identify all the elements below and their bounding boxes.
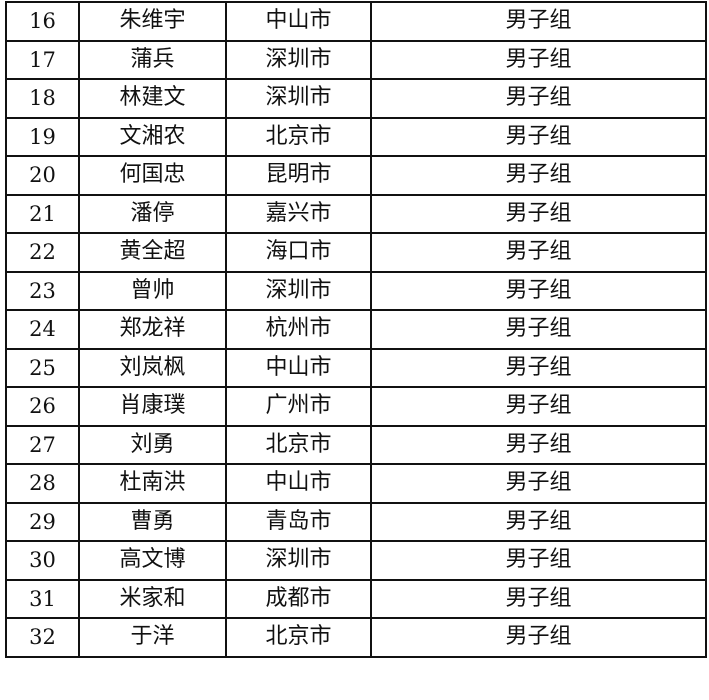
city-cell: 北京市 [225, 424, 372, 465]
group-cell: 男子组 [370, 155, 707, 196]
group-cell: 男子组 [370, 1, 707, 42]
number-cell: 27 [5, 424, 80, 465]
city-cell: 深圳市 [225, 540, 372, 581]
group-cell: 男子组 [370, 501, 707, 542]
table-row: 18 林建文 深圳市 男子组 [5, 78, 707, 119]
group-cell: 男子组 [370, 617, 707, 658]
group-cell: 男子组 [370, 116, 707, 157]
table-row: 31 米家和 成都市 男子组 [5, 578, 707, 619]
group-cell: 男子组 [370, 232, 707, 273]
number-cell: 17 [5, 39, 80, 80]
city-cell: 成都市 [225, 578, 372, 619]
name-cell: 曹勇 [78, 501, 227, 542]
number-cell: 30 [5, 540, 80, 581]
number-cell: 25 [5, 347, 80, 388]
city-cell: 中山市 [225, 347, 372, 388]
name-cell: 郑龙祥 [78, 309, 227, 350]
table-row: 26 肖康璞 广州市 男子组 [5, 386, 707, 427]
table-row: 30 高文博 深圳市 男子组 [5, 540, 707, 581]
city-cell: 深圳市 [225, 270, 372, 311]
number-cell: 31 [5, 578, 80, 619]
table-row: 29 曹勇 青岛市 男子组 [5, 501, 707, 542]
table-body: 16 朱维宇 中山市 男子组 17 蒲兵 深圳市 男子组 18 林建文 深圳市 男子组 19 文湘农 北京市… [5, 1, 707, 658]
group-cell: 男子组 [370, 270, 707, 311]
group-cell: 男子组 [370, 540, 707, 581]
name-cell: 高文博 [78, 540, 227, 581]
group-cell: 男子组 [370, 578, 707, 619]
city-cell: 嘉兴市 [225, 193, 372, 234]
number-cell: 21 [5, 193, 80, 234]
number-cell: 20 [5, 155, 80, 196]
name-cell: 刘岚枫 [78, 347, 227, 388]
table-row: 17 蒲兵 深圳市 男子组 [5, 39, 707, 80]
name-cell: 何国忠 [78, 155, 227, 196]
name-cell: 黄全超 [78, 232, 227, 273]
number-cell: 28 [5, 463, 80, 504]
name-cell: 朱维宇 [78, 1, 227, 42]
participant-table: 16 朱维宇 中山市 男子组 17 蒲兵 深圳市 男子组 18 林建文 深圳市 男子组 19 文湘农 北京市… [5, 1, 707, 658]
city-cell: 广州市 [225, 386, 372, 427]
name-cell: 肖康璞 [78, 386, 227, 427]
number-cell: 29 [5, 501, 80, 542]
name-cell: 刘勇 [78, 424, 227, 465]
name-cell: 曾帅 [78, 270, 227, 311]
table-row: 27 刘勇 北京市 男子组 [5, 424, 707, 465]
name-cell: 林建文 [78, 78, 227, 119]
table-row: 23 曾帅 深圳市 男子组 [5, 270, 707, 311]
name-cell: 杜南洪 [78, 463, 227, 504]
table-row: 28 杜南洪 中山市 男子组 [5, 463, 707, 504]
number-cell: 19 [5, 116, 80, 157]
table-row: 22 黄全超 海口市 男子组 [5, 232, 707, 273]
city-cell: 深圳市 [225, 78, 372, 119]
name-cell: 于洋 [78, 617, 227, 658]
group-cell: 男子组 [370, 39, 707, 80]
name-cell: 蒲兵 [78, 39, 227, 80]
group-cell: 男子组 [370, 309, 707, 350]
city-cell: 深圳市 [225, 39, 372, 80]
group-cell: 男子组 [370, 193, 707, 234]
name-cell: 文湘农 [78, 116, 227, 157]
number-cell: 32 [5, 617, 80, 658]
city-cell: 中山市 [225, 463, 372, 504]
group-cell: 男子组 [370, 386, 707, 427]
city-cell: 海口市 [225, 232, 372, 273]
name-cell: 米家和 [78, 578, 227, 619]
number-cell: 26 [5, 386, 80, 427]
group-cell: 男子组 [370, 347, 707, 388]
group-cell: 男子组 [370, 78, 707, 119]
group-cell: 男子组 [370, 463, 707, 504]
number-cell: 16 [5, 1, 80, 42]
city-cell: 北京市 [225, 116, 372, 157]
city-cell: 北京市 [225, 617, 372, 658]
table-row: 16 朱维宇 中山市 男子组 [5, 1, 707, 42]
table-row: 32 于洋 北京市 男子组 [5, 617, 707, 658]
city-cell: 青岛市 [225, 501, 372, 542]
table-row: 19 文湘农 北京市 男子组 [5, 116, 707, 157]
number-cell: 18 [5, 78, 80, 119]
city-cell: 杭州市 [225, 309, 372, 350]
group-cell: 男子组 [370, 424, 707, 465]
city-cell: 中山市 [225, 1, 372, 42]
table-row: 25 刘岚枫 中山市 男子组 [5, 347, 707, 388]
table-row: 24 郑龙祥 杭州市 男子组 [5, 309, 707, 350]
city-cell: 昆明市 [225, 155, 372, 196]
number-cell: 24 [5, 309, 80, 350]
name-cell: 潘停 [78, 193, 227, 234]
table-row: 20 何国忠 昆明市 男子组 [5, 155, 707, 196]
table-row: 21 潘停 嘉兴市 男子组 [5, 193, 707, 234]
number-cell: 22 [5, 232, 80, 273]
number-cell: 23 [5, 270, 80, 311]
